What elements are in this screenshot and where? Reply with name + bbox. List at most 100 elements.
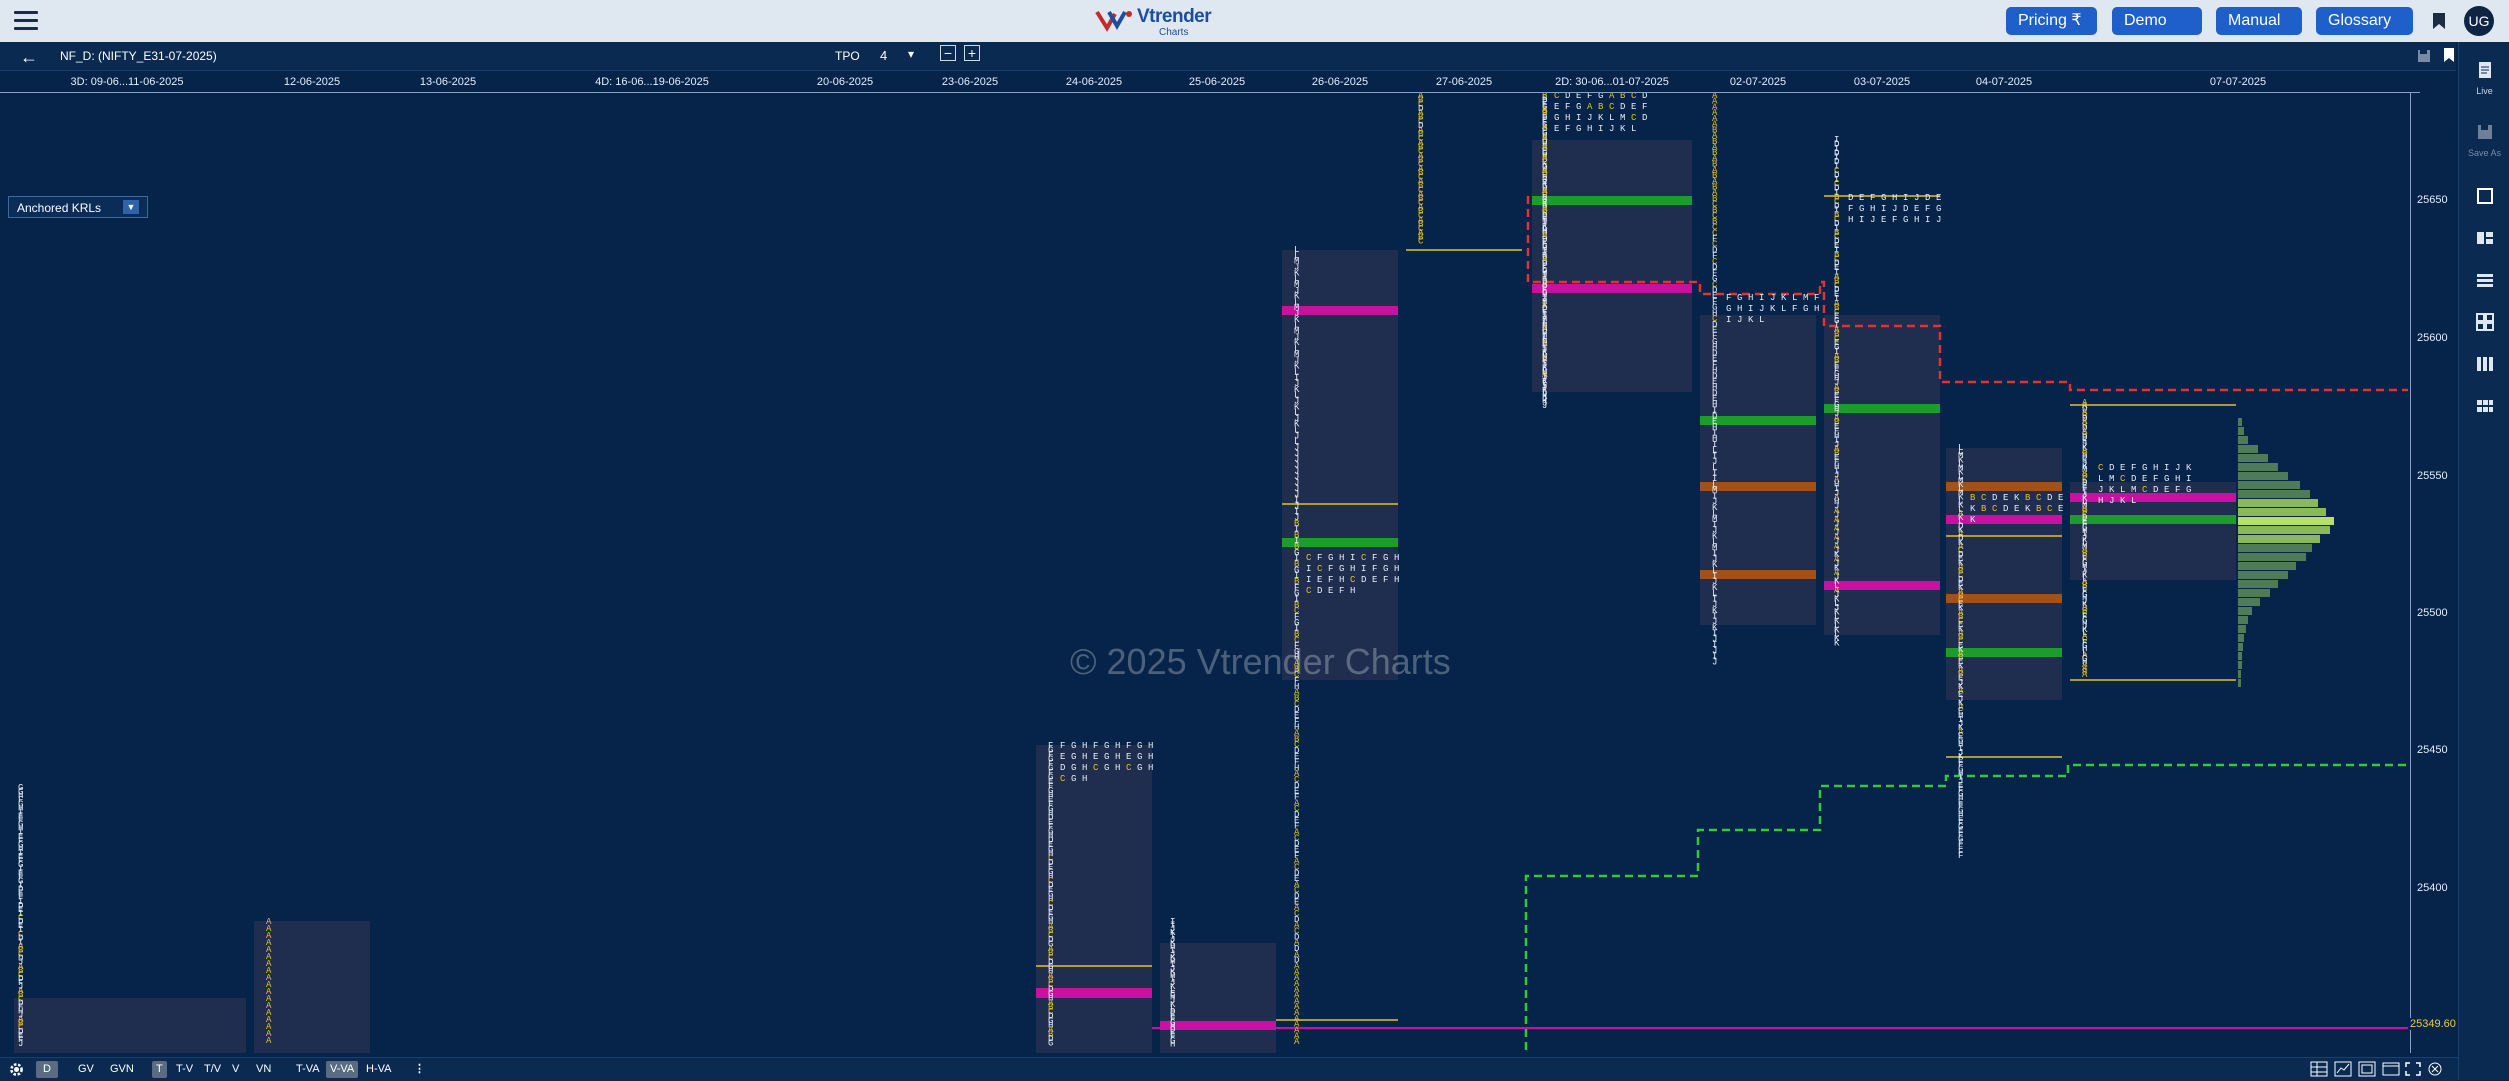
tpo-letter: M [1958, 451, 1963, 461]
anchored-krls-select[interactable]: Anchored KRLs ▼ [8, 196, 148, 218]
tab-v-va[interactable]: V-VA [326, 1061, 359, 1078]
tpo-letter: E [2164, 485, 2169, 495]
tpo-letter: E [1834, 391, 1839, 401]
tpo-letter: A [266, 924, 272, 934]
tpo-letter: J [1834, 378, 1839, 388]
tpo-letter: D [1712, 388, 1717, 398]
chart-settings-icon[interactable] [2358, 1061, 2376, 1077]
tpo-letter: D [1418, 121, 1423, 131]
tpo-letter: I [1748, 304, 1753, 314]
tab-v[interactable]: V [232, 1063, 240, 1075]
tpo-letter: A [1294, 857, 1300, 867]
tab-gvn[interactable]: GVN [110, 1063, 134, 1075]
tpo-letter: M [1712, 486, 1717, 496]
tpo-letter: E [2003, 493, 2008, 503]
tpo-letter: H [1170, 942, 1175, 952]
tpo-letter: A [1958, 587, 1964, 597]
tpo-letter: M [1542, 226, 1547, 236]
tpo-letter: G [1294, 618, 1299, 628]
glossary-button[interactable]: Glossaryi [2316, 7, 2413, 56]
volume-profile [2238, 418, 2334, 687]
rows-layout-icon[interactable] [2475, 270, 2495, 290]
split-layout-icon[interactable] [2475, 228, 2495, 248]
line-chart-icon[interactable] [2334, 1061, 2352, 1077]
tiles-layout-icon[interactable] [2475, 396, 2495, 416]
tpo-letter: A [1418, 202, 1424, 212]
tab-t-v[interactable]: T-V [176, 1063, 194, 1075]
tab-t-va[interactable]: T-VA [296, 1063, 320, 1075]
columns-layout-icon[interactable] [2475, 354, 2495, 374]
close-icon[interactable] [2426, 1061, 2444, 1077]
brand-sub: Charts [1159, 27, 1189, 38]
tpo-letter: E [1958, 620, 1963, 630]
gear-icon[interactable] [8, 1061, 25, 1078]
tab-t[interactable]: T [152, 1061, 167, 1078]
zoom-out-button[interactable]: − [940, 45, 956, 61]
tpo-letter: J [1542, 390, 1547, 400]
tpo-letter: J [1294, 501, 1299, 511]
menu-icon[interactable] [14, 11, 38, 31]
tpo-letter: B [1294, 542, 1300, 552]
tpo-letter: I [1834, 153, 1839, 163]
grid-layout-icon[interactable] [2475, 312, 2495, 332]
tpo-letter: K [1834, 563, 1840, 573]
tpo-letter: A [266, 917, 272, 927]
zoom-in-button[interactable]: + [964, 45, 980, 61]
tab-gv[interactable]: GV [78, 1063, 94, 1075]
pricing-button[interactable]: Pricing ₹ [2006, 7, 2097, 35]
tpo-letter: H [1170, 971, 1175, 981]
tpo-letter: F [18, 978, 23, 988]
save-as-mark-icon[interactable] [2442, 47, 2456, 63]
tpo-letter: A [1712, 108, 1718, 118]
tab-d[interactable]: D [36, 1061, 58, 1078]
tpo-letter: A [18, 1015, 24, 1025]
tpo-letter: E [1958, 600, 1963, 610]
save-icon[interactable] [2416, 48, 2432, 64]
tpo-letter: J [1542, 177, 1547, 187]
tpo-letter: B [1958, 670, 1964, 680]
save-icon[interactable] [2475, 122, 2495, 142]
tpo-letter: A [1418, 151, 1424, 161]
tpo-letter: B [1294, 629, 1300, 639]
fullscreen-icon[interactable] [2404, 1061, 2422, 1077]
bookmark-icon[interactable] [2428, 10, 2450, 32]
tpo-letter: L [1294, 391, 1299, 401]
tpo-letter: A [18, 986, 24, 996]
tab-t-slash-v[interactable]: T/V [204, 1063, 222, 1075]
tpo-letter: H [1148, 752, 1153, 762]
tpo-letter: G [2082, 641, 2087, 651]
window-icon[interactable] [2382, 1061, 2400, 1077]
tpo-letter: B [2082, 472, 2088, 482]
tab-vn[interactable]: VN [256, 1063, 272, 1075]
tpo-letter: L [2082, 497, 2087, 507]
tpo-size-select[interactable]: 4 [880, 48, 888, 63]
document-icon[interactable] [2475, 60, 2495, 80]
tpo-letter: G [1048, 867, 1053, 877]
chevron-down-icon[interactable]: ▼ [123, 200, 139, 214]
tpo-letter: F [1294, 676, 1299, 686]
tpo-letter: I [1350, 553, 1355, 563]
tpo-letter: A [1294, 950, 1300, 960]
tab-h-va[interactable]: H-VA [366, 1063, 392, 1075]
brand-logo[interactable]: Vtrender Charts [1095, 4, 1215, 38]
tpo-letter: G [1383, 553, 1388, 563]
square-icon[interactable] [2475, 186, 2495, 206]
demo-button[interactable]: Demo [2112, 7, 2202, 55]
back-arrow-icon[interactable]: ← [20, 47, 38, 67]
more-options-icon[interactable]: ⋮ [414, 1063, 425, 1075]
chevron-down-icon[interactable]: ▾ [908, 47, 915, 61]
tpo-letter: J [2082, 596, 2087, 606]
tpo-letter: I [1542, 359, 1547, 369]
manual-button[interactable]: Manual [2216, 7, 2302, 56]
tpo-letter: F [2082, 484, 2087, 494]
tpo-letter: G [2082, 558, 2087, 568]
tpo-letter: B [2082, 606, 2088, 616]
tpo-letter: F [1542, 328, 1547, 338]
tpo-letter: F [1048, 768, 1053, 778]
tpo-letter: D [2082, 414, 2087, 424]
tpo-letter: F [1542, 357, 1547, 367]
table-icon[interactable] [2310, 1061, 2328, 1077]
user-avatar[interactable]: UG [2464, 6, 2494, 36]
tpo-letter: A [1294, 1020, 1300, 1030]
